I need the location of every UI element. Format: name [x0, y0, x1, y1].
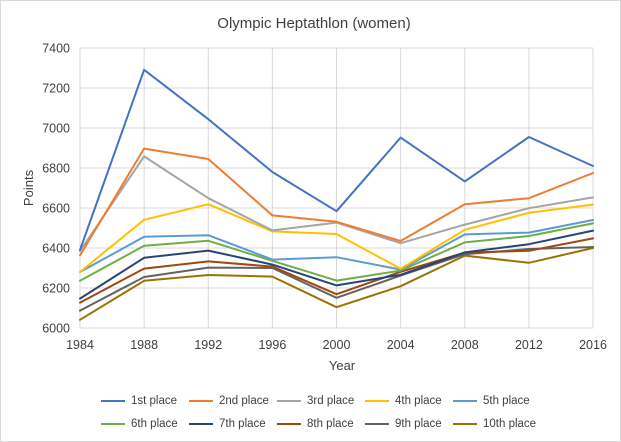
legend-label: 10th place: [483, 417, 537, 430]
legend-item: 6th place: [101, 418, 189, 430]
series-lines: [79, 68, 594, 321]
legend-row: 1st place 2nd place 3rd place 4th place 5th …: [101, 389, 541, 412]
y-tick-label: 6600: [42, 202, 70, 216]
y-axis-label: Points: [21, 169, 36, 206]
legend-item: 9th place: [365, 418, 453, 430]
legend-label: 8th place: [307, 417, 354, 430]
y-tick-label: 7400: [42, 42, 70, 56]
legend-label: 6th place: [131, 417, 178, 430]
y-tick-label: 6000: [42, 322, 70, 336]
x-tick-label: 2004: [387, 338, 415, 352]
y-tick-label: 6800: [42, 162, 70, 176]
legend-item: 10th place: [453, 418, 541, 430]
legend-swatch: [365, 422, 389, 425]
legend-label: 5th place: [483, 394, 530, 407]
legend-label: 4th place: [395, 394, 442, 407]
x-tick-label: 2012: [515, 338, 543, 352]
series-line-2nd-place: [79, 147, 594, 257]
series-line-10th-place: [79, 247, 594, 321]
y-tick-label: 6400: [42, 242, 70, 256]
legend-label: 2nd place: [219, 394, 269, 407]
legend-item: 3rd place: [277, 395, 365, 407]
legend-swatch: [365, 399, 389, 402]
series-line-1st-place: [79, 68, 594, 251]
legend-swatch: [453, 422, 477, 425]
legend-label: 7th place: [219, 417, 266, 430]
y-tick-label: 7200: [42, 82, 70, 96]
legend-swatch: [101, 399, 125, 402]
x-tick-label: 2008: [451, 338, 479, 352]
series-line-8th-place: [79, 237, 594, 304]
x-tick-label: 1984: [66, 338, 94, 352]
legend-swatch: [101, 422, 125, 425]
x-tick-label: 2000: [323, 338, 351, 352]
legend: 1st place 2nd place 3rd place 4th place 5th …: [101, 389, 541, 435]
legend-label: 1st place: [131, 394, 178, 407]
legend-swatch: [189, 399, 213, 402]
legend-swatch: [277, 422, 301, 425]
series-line-4th-place: [79, 203, 594, 273]
x-tick-label: 1992: [194, 338, 222, 352]
legend-label: 3rd place: [307, 394, 355, 407]
legend-item: 5th place: [453, 395, 541, 407]
legend-item: 4th place: [365, 395, 453, 407]
series-line-5th-place: [79, 219, 594, 273]
legend-item: 7th place: [189, 418, 277, 430]
x-tick-label: 1996: [258, 338, 286, 352]
chart-title: Olympic Heptathlon (women): [217, 15, 410, 32]
legend-item: 8th place: [277, 418, 365, 430]
series-line-7th-place: [79, 229, 594, 300]
legend-item: 1st place: [101, 395, 189, 407]
y-tick-label: 7000: [42, 122, 70, 136]
series-line-6th-place: [79, 222, 594, 282]
x-tick-label: 1988: [130, 338, 158, 352]
x-axis-ticks: 1984 1988 1992 1996 2000 2004 2008 2012 2016: [66, 338, 607, 352]
legend-swatch: [277, 399, 301, 402]
legend-item: 2nd place: [189, 395, 277, 407]
legend-row: 6th place 7th place 8th place 9th place 10th…: [101, 412, 541, 435]
x-tick-label: 2016: [579, 338, 607, 352]
legend-swatch: [189, 422, 213, 425]
x-axis-label: Year: [329, 358, 356, 373]
legend-swatch: [453, 399, 477, 402]
y-tick-label: 6200: [42, 282, 70, 296]
y-axis-ticks: 6000 6200 6400 6600 6800 7000 7200 7400: [42, 42, 70, 336]
legend-label: 9th place: [395, 417, 442, 430]
